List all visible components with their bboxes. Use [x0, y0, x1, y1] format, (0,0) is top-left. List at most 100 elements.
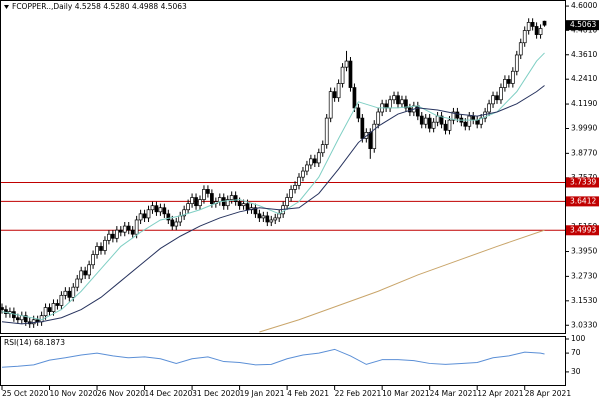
- candle-body: [91, 254, 95, 266]
- candle-body: [324, 117, 329, 145]
- candle-body: [538, 28, 543, 35]
- candle-body: [467, 115, 472, 127]
- candle-body: [47, 307, 52, 312]
- candle-body: [316, 152, 321, 164]
- candle-body: [522, 30, 527, 44]
- level-label-box: [566, 177, 599, 188]
- moving-average: [259, 229, 545, 333]
- candle-body: [225, 199, 230, 207]
- candle-body: [55, 303, 60, 306]
- candle-body: [534, 26, 539, 35]
- level-label-box: [566, 225, 599, 236]
- candle-body: [23, 315, 28, 323]
- y-tick-label: 3.0330: [571, 320, 597, 329]
- x-tick-label: 24 Mar 2021: [430, 389, 478, 398]
- level-label: 3.7339: [570, 177, 596, 186]
- x-tick-label: 12 Apr 2021: [477, 389, 524, 398]
- level-label: 3.4993: [570, 225, 596, 234]
- candle-body: [348, 60, 353, 88]
- candle-body: [309, 158, 313, 166]
- candle-body: [202, 189, 206, 200]
- candle-body: [388, 99, 392, 109]
- candle-body: [443, 123, 448, 131]
- candle-body: [487, 103, 491, 113]
- candle-body: [190, 197, 194, 205]
- level-label: 3.6412: [570, 196, 596, 205]
- rsi-panel: [0, 336, 566, 386]
- candle-body: [103, 239, 107, 251]
- candle-body: [111, 233, 115, 239]
- candle-body: [174, 221, 179, 227]
- candle-body: [233, 195, 238, 202]
- candle-body: [415, 105, 420, 117]
- candle-body: [257, 213, 262, 219]
- candle-body: [71, 286, 76, 298]
- rsi-tick-label: 70: [571, 348, 581, 357]
- candle-body: [126, 225, 131, 231]
- candle-body: [265, 215, 270, 223]
- candle-body: [514, 54, 519, 72]
- candle-body: [261, 215, 266, 219]
- level-label-box: [566, 196, 599, 207]
- candle-body: [455, 111, 460, 119]
- candle-body: [301, 170, 305, 178]
- price-label: 4.5063: [570, 20, 596, 29]
- candle-body: [35, 319, 40, 323]
- candle-body: [404, 99, 408, 109]
- candle-body: [435, 115, 440, 123]
- candle-body: [43, 307, 48, 317]
- candle-body: [475, 119, 480, 125]
- candle-body: [107, 233, 111, 241]
- x-tick-label: 19 Jan 2021: [240, 389, 285, 398]
- candle-body: [328, 91, 333, 119]
- candle-body: [134, 219, 139, 235]
- candle-body: [206, 189, 210, 194]
- candle-body: [245, 203, 250, 211]
- candle-body: [217, 197, 222, 202]
- candle-body: [150, 205, 155, 211]
- candle-body: [285, 197, 289, 207]
- x-tick-label: 28 Apr 2021: [525, 389, 572, 398]
- candle-body: [503, 79, 507, 88]
- candle-body: [542, 20, 547, 26]
- candle-body: [15, 317, 20, 321]
- candle-body: [241, 203, 246, 207]
- candle-body: [372, 123, 377, 150]
- main-panel: [0, 0, 566, 334]
- x-tick-label: 10 Nov 2020: [50, 389, 98, 398]
- y-tick-label: 4.2410: [571, 74, 597, 83]
- y-tick-label: 4.1190: [571, 99, 597, 108]
- x-tick-label: 31 Dec 2020: [192, 389, 240, 398]
- y-tick-label: 4.3610: [571, 50, 597, 59]
- y-tick-label: 4.6000: [571, 1, 597, 10]
- candle-body: [170, 219, 175, 227]
- candle-body: [471, 115, 476, 121]
- candle-body: [59, 294, 64, 306]
- candle-body: [530, 22, 535, 27]
- candle-body: [277, 213, 282, 219]
- symbol-icon: [4, 5, 9, 9]
- candle-body: [293, 184, 297, 190]
- y-tick-label: 3.8770: [571, 148, 597, 157]
- x-tick-label: 4 Feb 2021: [287, 389, 329, 398]
- candle-body: [491, 95, 495, 105]
- candle-body: [75, 278, 80, 288]
- candle-body: [439, 115, 444, 125]
- candle-body: [340, 66, 345, 84]
- candle-body: [178, 215, 183, 223]
- candle-body: [162, 207, 167, 215]
- x-tick-label: 14 Dec 2020: [145, 389, 193, 398]
- candle-body: [297, 176, 301, 186]
- candle-body: [419, 115, 424, 125]
- y-tick-label: 3.2730: [571, 271, 597, 280]
- candle-body: [423, 117, 428, 125]
- candle-body: [79, 270, 84, 280]
- candle-body: [463, 121, 468, 127]
- candle-body: [83, 270, 88, 276]
- price-label-box: [566, 20, 599, 31]
- candle-body: [229, 195, 234, 200]
- candle-body: [356, 107, 361, 119]
- candle-body: [376, 111, 381, 125]
- candle-body: [253, 207, 258, 215]
- candle-body: [518, 42, 523, 56]
